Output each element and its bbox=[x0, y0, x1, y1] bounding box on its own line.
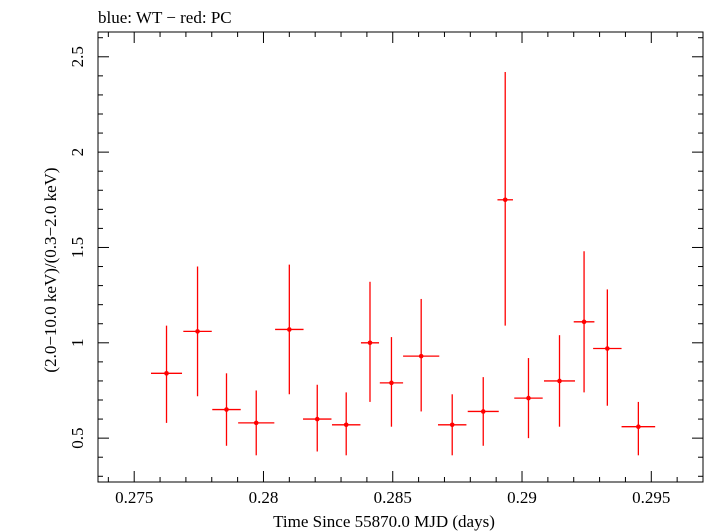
data-point bbox=[403, 298, 440, 412]
point-marker bbox=[449, 422, 455, 428]
point-marker bbox=[314, 416, 320, 422]
data-point bbox=[360, 281, 380, 402]
data-point bbox=[497, 72, 513, 326]
data-point bbox=[621, 401, 656, 456]
data-point bbox=[151, 325, 183, 423]
x-axis-label: Time Since 55870.0 MJD (days) bbox=[273, 512, 495, 531]
x-tick-label: 0.295 bbox=[632, 488, 670, 507]
point-marker bbox=[636, 424, 641, 430]
point-marker bbox=[605, 346, 610, 351]
y-tick-label: 0.5 bbox=[68, 428, 87, 449]
data-point bbox=[543, 335, 576, 427]
y-tick-label: 2.5 bbox=[68, 46, 87, 67]
y-tick-label: 1 bbox=[68, 339, 87, 348]
data-point bbox=[437, 394, 467, 456]
point-marker bbox=[195, 329, 200, 334]
data-point bbox=[238, 390, 275, 456]
point-marker bbox=[526, 395, 531, 401]
y-tick-label: 2 bbox=[68, 148, 87, 157]
data-point bbox=[573, 251, 595, 393]
point-marker bbox=[224, 407, 229, 412]
x-tick-label: 0.285 bbox=[374, 488, 412, 507]
data-point bbox=[379, 337, 404, 427]
data-point bbox=[514, 358, 543, 439]
data-point bbox=[183, 266, 212, 397]
x-tick-label: 0.28 bbox=[249, 488, 279, 507]
x-tick-label: 0.275 bbox=[115, 488, 153, 507]
chart-title: blue: WT − red: PC bbox=[98, 8, 232, 27]
point-marker bbox=[418, 353, 424, 359]
point-marker bbox=[502, 197, 508, 203]
point-marker bbox=[581, 319, 587, 325]
y-tick-label: 1.5 bbox=[68, 237, 87, 258]
point-marker bbox=[164, 371, 169, 376]
point-marker bbox=[557, 378, 562, 384]
data-point bbox=[212, 373, 241, 446]
y-axis: 0.5 1 1.5 2 2.5 bbox=[68, 37, 703, 477]
data-point bbox=[303, 384, 332, 452]
point-marker bbox=[389, 380, 394, 386]
data-point bbox=[467, 377, 499, 446]
data-point bbox=[593, 289, 622, 406]
data-point bbox=[331, 392, 361, 456]
data-points bbox=[151, 72, 656, 456]
plot-frame bbox=[97, 31, 704, 483]
point-marker bbox=[287, 327, 292, 332]
point-marker bbox=[343, 422, 349, 428]
y-axis-label: (2.0−10.0 keV)/(0.3−2.0 keV) bbox=[41, 167, 60, 372]
x-tick-label: 0.29 bbox=[507, 488, 537, 507]
x-axis: 0.275 0.28 0.285 0.29 0.295 bbox=[107, 32, 704, 507]
point-marker bbox=[253, 420, 259, 426]
point-marker bbox=[480, 409, 486, 414]
data-point bbox=[275, 264, 304, 395]
point-marker bbox=[367, 340, 373, 346]
